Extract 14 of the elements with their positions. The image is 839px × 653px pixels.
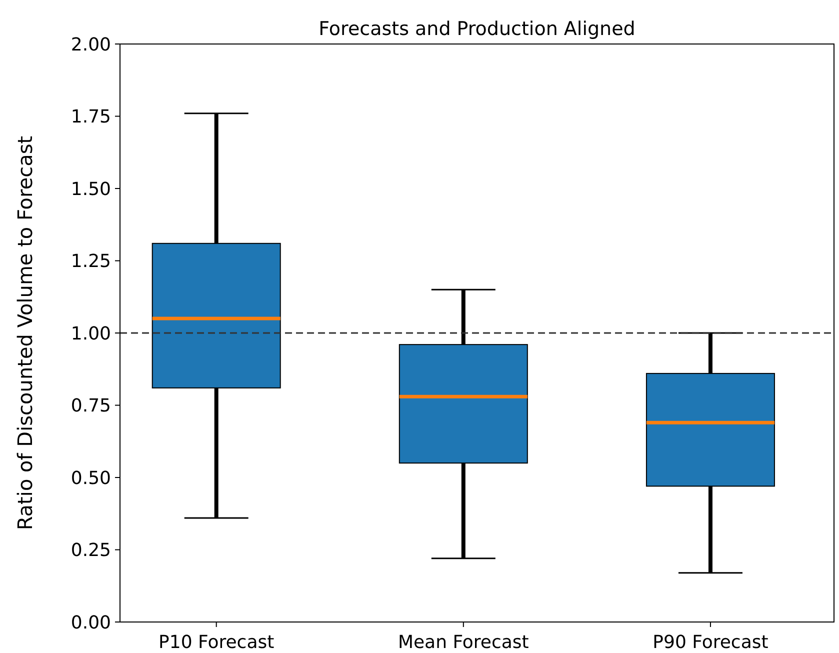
y-tick-label: 1.50 [70, 178, 111, 200]
y-tick-label: 0.75 [70, 396, 111, 417]
y-tick-label: 1.00 [70, 323, 111, 344]
x-tick-label: P90 Forecast [652, 632, 768, 653]
y-tick-label: 1.75 [70, 106, 111, 128]
y-tick-label: 0.50 [70, 468, 111, 489]
y-tick-label: 1.25 [70, 251, 111, 272]
x-tick-label: P10 Forecast [158, 632, 274, 653]
chart-title: Forecasts and Production Aligned [318, 18, 636, 40]
y-axis-title: Ratio of Discounted Volume to Forecast [13, 136, 37, 530]
y-tick-label: 0.25 [70, 540, 111, 562]
y-tick-label: 2.00 [70, 34, 111, 56]
x-tick-label: Mean Forecast [398, 632, 529, 653]
y-tick-label: 0.00 [70, 612, 111, 634]
